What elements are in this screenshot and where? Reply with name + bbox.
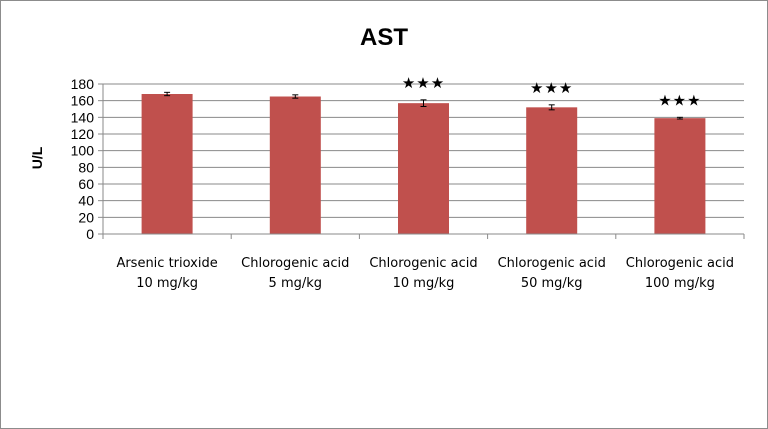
x-tick-label: Arsenic trioxide — [116, 256, 217, 271]
bar — [269, 96, 321, 234]
significance-marker: ★★★ — [530, 79, 573, 97]
y-tick-label: 180 — [71, 76, 95, 92]
x-tick-label: 100 mg/kg — [645, 276, 715, 291]
bar — [141, 94, 193, 234]
y-tick-label: 120 — [71, 126, 95, 142]
y-tick-label: 160 — [71, 93, 95, 109]
x-tick-label: 5 mg/kg — [269, 276, 322, 291]
x-tick-label: Chlorogenic acid — [241, 256, 349, 271]
y-tick-label: 60 — [78, 176, 94, 192]
y-tick-label: 40 — [78, 193, 94, 209]
x-tick-label: 50 mg/kg — [521, 276, 583, 291]
y-tick-label: 140 — [71, 109, 95, 125]
x-tick-label: Chlorogenic acid — [369, 256, 477, 271]
y-tick-label: 100 — [71, 143, 95, 159]
x-tick-label: 10 mg/kg — [136, 276, 198, 291]
y-axis-label: U/L — [29, 146, 45, 169]
significance-marker: ★★★ — [658, 91, 701, 109]
bar — [654, 118, 706, 234]
x-tick-label: 10 mg/kg — [393, 276, 455, 291]
x-tick-label: Chlorogenic acid — [498, 256, 606, 271]
x-tick-label: Chlorogenic acid — [626, 256, 734, 271]
y-tick-label: 0 — [86, 226, 94, 242]
chart-title: AST — [360, 24, 408, 51]
bar — [526, 107, 578, 234]
axes — [98, 83, 745, 239]
significance-marker: ★★★ — [402, 74, 445, 92]
y-tick-label: 20 — [78, 209, 94, 225]
bar — [398, 103, 449, 235]
y-tick-label: 80 — [78, 159, 94, 175]
bars — [141, 91, 706, 235]
